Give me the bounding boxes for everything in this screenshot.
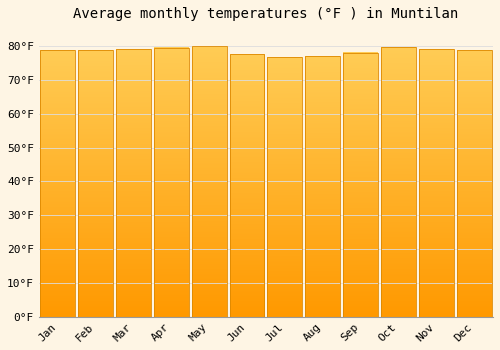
Bar — [78, 50, 113, 317]
Bar — [419, 49, 454, 317]
Bar — [343, 53, 378, 317]
Bar — [268, 57, 302, 317]
Bar — [154, 48, 188, 317]
Bar — [230, 55, 264, 317]
Title: Average monthly temperatures (°F ) in Muntilan: Average monthly temperatures (°F ) in Mu… — [74, 7, 458, 21]
Bar — [381, 47, 416, 317]
Bar — [192, 46, 226, 317]
Bar — [306, 56, 340, 317]
Bar — [116, 49, 151, 317]
Bar — [456, 50, 492, 317]
Bar — [40, 50, 75, 317]
